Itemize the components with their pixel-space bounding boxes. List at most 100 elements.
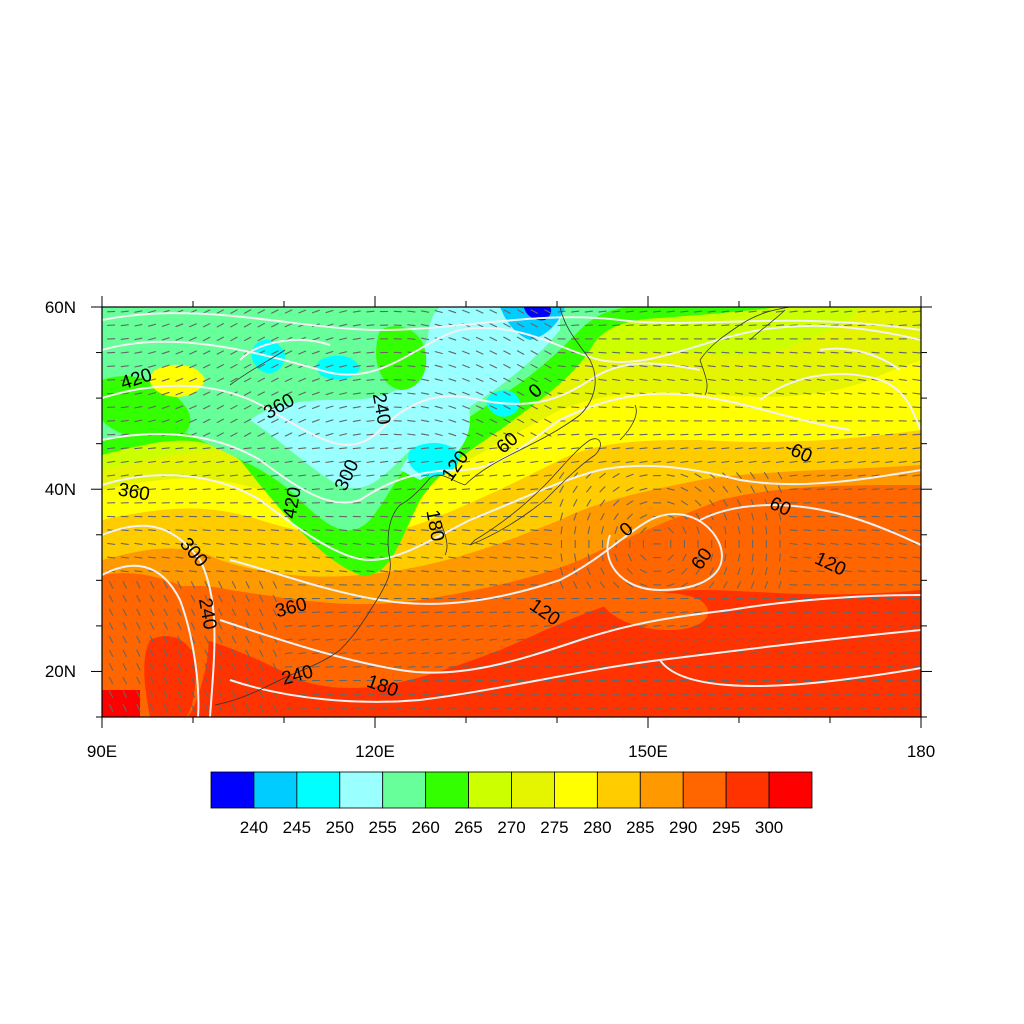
wind-vector (489, 652, 498, 655)
wind-vector (816, 474, 825, 477)
wind-vector (407, 324, 416, 327)
wind-vector (284, 350, 293, 355)
wind-vector (871, 488, 880, 491)
wind-vector (216, 432, 225, 437)
wind-vector (218, 649, 223, 658)
wind-vector (584, 693, 593, 696)
wind-vector (325, 488, 334, 491)
wind-vector (380, 693, 389, 696)
wind-vector (475, 418, 484, 424)
wind-vector (229, 542, 238, 546)
wind-vector (231, 594, 237, 603)
wind-vector (175, 418, 184, 423)
wind-vector (871, 556, 880, 559)
wind-vector (694, 638, 703, 641)
colorbar-swatch (253, 771, 298, 809)
wind-vector (857, 624, 866, 627)
wind-vector (352, 433, 361, 436)
wind-vector (503, 350, 511, 355)
colorbar-label: 260 (411, 818, 439, 837)
wind-vector (666, 487, 675, 491)
wind-vector (148, 460, 157, 464)
wind-vector (202, 432, 211, 437)
x-tick-150e: 150E (628, 742, 668, 761)
wind-vector (775, 638, 784, 641)
wind-vector (543, 542, 552, 546)
wind-vector (639, 378, 648, 382)
wind-vector (216, 570, 225, 573)
wind-vector (751, 553, 754, 562)
wind-vector (325, 432, 334, 437)
wind-vector (380, 652, 389, 655)
wind-vector (393, 433, 402, 436)
wind-vector (136, 594, 141, 603)
wind-vector (778, 580, 782, 589)
wind-vector (558, 471, 565, 480)
wind-vector (530, 474, 539, 477)
wind-vector (639, 624, 648, 627)
wind-vector (204, 635, 209, 644)
wind-vector (721, 433, 730, 436)
wind-vector (598, 433, 607, 436)
wind-vector (149, 635, 155, 644)
wind-vector (625, 392, 634, 395)
wind-vector (516, 350, 525, 355)
wind-vector (560, 526, 563, 535)
wind-vector (544, 309, 552, 314)
wind-vector (229, 529, 238, 532)
wind-vector (161, 405, 170, 410)
wind-vector (107, 488, 116, 491)
wind-vector (708, 499, 715, 507)
wind-vector (311, 542, 320, 546)
wind-vector (489, 391, 498, 396)
wind-vector (721, 638, 730, 641)
wind-vector (627, 553, 633, 562)
wind-vector (284, 529, 293, 532)
wind-vector (489, 570, 498, 573)
wind-vector (136, 581, 141, 589)
wind-vector (830, 556, 839, 559)
wind-vector (148, 323, 157, 327)
wind-vector (434, 638, 443, 641)
wind-vector (557, 447, 566, 450)
wind-vector (434, 364, 443, 368)
wind-vector (680, 500, 689, 506)
wind-vector (272, 704, 278, 712)
wind-vector (571, 611, 580, 614)
wind-vector (420, 310, 430, 313)
wind-vector (231, 690, 237, 699)
wind-vector (421, 706, 430, 709)
wind-vector (830, 310, 839, 313)
wind-vector (721, 611, 730, 614)
wind-vector (407, 433, 416, 436)
wind-vector (653, 378, 662, 382)
wind-vector (680, 351, 689, 354)
wind-vector (612, 638, 621, 641)
wind-vector (543, 570, 552, 573)
wind-vector (667, 527, 674, 534)
wind-vector (258, 663, 264, 671)
wind-vector (148, 350, 157, 355)
wind-vector (789, 351, 798, 354)
wind-vector (502, 460, 511, 464)
wind-vector (734, 365, 744, 368)
wind-vector (653, 324, 662, 327)
wind-vector (462, 350, 470, 355)
wind-vector (680, 582, 689, 588)
wind-vector (339, 624, 348, 627)
wind-vector (710, 553, 714, 562)
wind-vector (695, 567, 701, 575)
wind-vector (885, 652, 894, 655)
wind-vector (898, 324, 907, 327)
wind-vector (844, 624, 853, 627)
wind-vector (407, 419, 416, 422)
wind-vector (653, 652, 662, 655)
wind-vector (502, 611, 511, 614)
wind-vector (625, 638, 634, 641)
wind-vector (475, 336, 484, 342)
wind-vector (516, 666, 525, 668)
wind-vector (898, 460, 907, 464)
wind-vector (448, 432, 457, 437)
wind-vector (830, 392, 839, 395)
